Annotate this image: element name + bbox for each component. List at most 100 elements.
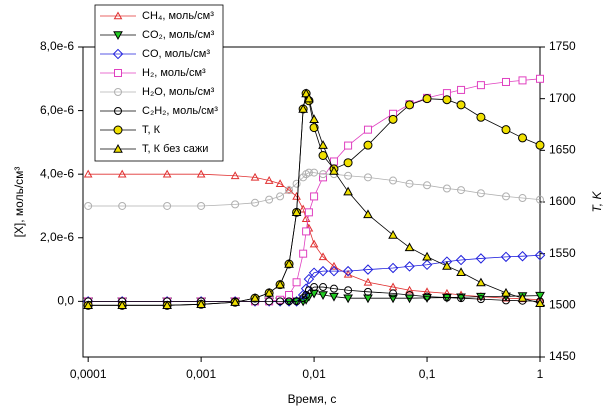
marker	[276, 295, 285, 304]
marker	[501, 125, 511, 135]
marker	[310, 192, 319, 201]
marker	[442, 261, 452, 270]
legend-label: T, К	[142, 124, 161, 136]
marker	[501, 287, 511, 297]
marker	[328, 265, 340, 277]
marker	[344, 171, 353, 180]
marker	[302, 227, 311, 236]
marker	[310, 168, 319, 177]
legend-label: CO₂, моль/см³	[142, 29, 215, 41]
y-tick-label: 0,0	[57, 294, 74, 308]
marker	[264, 287, 274, 297]
marker	[112, 48, 124, 60]
marker	[388, 114, 398, 124]
marker	[301, 88, 311, 98]
marker	[476, 277, 486, 287]
marker	[250, 172, 260, 181]
y-axis-label: [X], моль/см³	[12, 167, 26, 238]
marker	[292, 191, 301, 200]
marker	[113, 31, 123, 41]
marker	[276, 192, 285, 201]
marker	[197, 201, 206, 210]
marker	[309, 114, 319, 124]
marker	[389, 176, 398, 185]
marker	[536, 195, 544, 204]
marker	[319, 170, 328, 179]
marker	[310, 283, 319, 292]
y-tick-label: 2,0e-6	[40, 230, 74, 244]
marker	[304, 93, 314, 103]
y-tick-label: 8,0e-6	[40, 39, 74, 53]
x-tick-label: 0,1	[419, 367, 436, 381]
marker	[329, 157, 338, 166]
marker	[298, 103, 308, 113]
series-line	[88, 173, 541, 301]
marker	[114, 69, 122, 77]
y2-tick-label: 1700	[549, 91, 576, 105]
marker	[317, 265, 329, 277]
marker	[299, 249, 308, 258]
marker	[304, 168, 313, 177]
marker	[285, 291, 294, 299]
marker	[329, 292, 339, 302]
marker	[265, 297, 274, 306]
y2-tick-label: 1750	[549, 39, 576, 53]
marker	[421, 259, 433, 271]
marker	[329, 261, 339, 270]
marker	[318, 252, 328, 261]
marker	[303, 273, 315, 285]
marker	[535, 140, 545, 150]
legend-label: CO, моль/см³	[142, 48, 210, 60]
marker	[318, 140, 328, 149]
marker	[423, 292, 432, 301]
legend-label: CH₄, моль/см³	[142, 10, 214, 22]
marker	[230, 297, 240, 306]
marker	[308, 267, 320, 279]
marker	[405, 285, 414, 294]
marker	[264, 176, 274, 184]
y2-tick-label: 1450	[549, 349, 576, 363]
marker	[230, 171, 240, 180]
marker	[343, 158, 353, 168]
marker	[405, 100, 415, 110]
marker	[404, 242, 415, 252]
marker	[442, 184, 451, 193]
marker	[423, 181, 432, 190]
marker	[405, 291, 414, 299]
marker	[518, 76, 527, 85]
marker	[404, 261, 415, 272]
marker	[117, 300, 128, 310]
x-tick-label: 0,01	[302, 367, 326, 381]
marker	[118, 201, 127, 210]
marker	[285, 186, 294, 195]
x-tick-label: 0,001	[186, 367, 216, 381]
marker	[291, 207, 302, 217]
marker	[362, 264, 374, 275]
y2-axis-label: T, K	[590, 191, 604, 213]
y-tick-label: 6,0e-6	[40, 103, 74, 117]
marker	[517, 293, 528, 302]
marker	[456, 267, 466, 276]
marker	[117, 169, 127, 178]
marker	[329, 284, 338, 293]
marker	[476, 112, 486, 122]
marker	[276, 297, 285, 306]
marker	[501, 296, 510, 305]
marker	[476, 189, 485, 198]
marker	[285, 297, 294, 306]
x-tick-label: 1	[537, 367, 544, 381]
y2-tick-label: 1550	[549, 246, 576, 260]
y2-tick-label: 1600	[549, 194, 576, 208]
marker	[113, 143, 123, 153]
marker	[302, 291, 311, 299]
marker	[517, 250, 528, 262]
marker	[456, 293, 466, 303]
series-line	[88, 172, 541, 207]
marker	[318, 291, 328, 301]
marker	[457, 85, 466, 94]
marker	[457, 186, 466, 195]
marker	[309, 239, 319, 248]
marker	[275, 179, 285, 188]
marker	[342, 265, 354, 277]
legend-label: T, К без сажи	[142, 143, 208, 155]
